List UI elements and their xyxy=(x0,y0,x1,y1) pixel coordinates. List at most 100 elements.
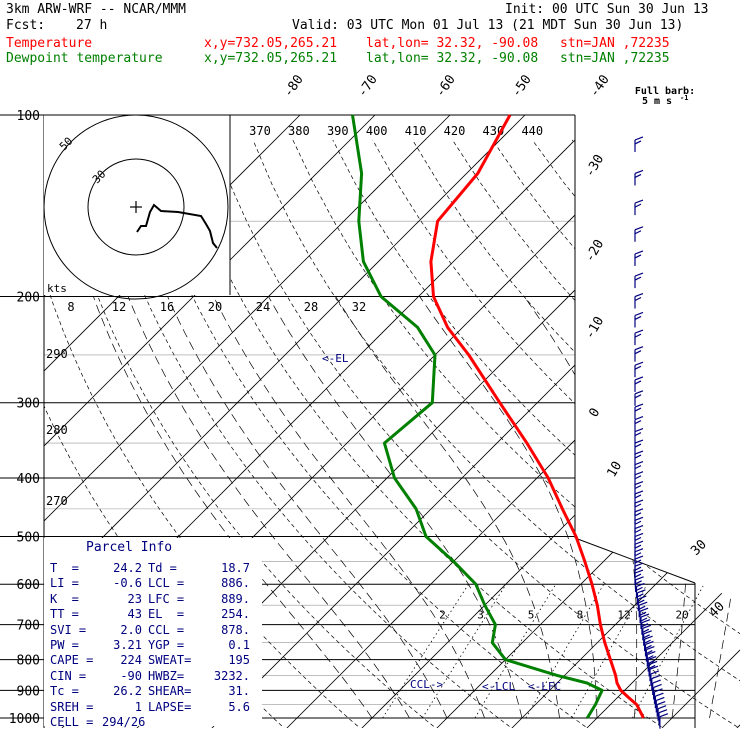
wind-barb xyxy=(634,380,642,385)
parcel-info-key: Td = xyxy=(148,561,177,575)
pressure-tick-label: 200 xyxy=(17,291,40,306)
dry-adiabat xyxy=(252,139,740,728)
parcel-info-value: 18.7 xyxy=(221,561,250,575)
wind-barb xyxy=(634,461,644,466)
wind-barb xyxy=(634,484,642,490)
valid-time: Valid: 03 UTC Mon 01 Jul 13 (21 MDT Sun … xyxy=(292,18,684,33)
wind-barb xyxy=(634,544,642,549)
wind-barb xyxy=(634,403,644,408)
dry-adiabat xyxy=(452,139,740,728)
isotherm xyxy=(583,115,740,728)
isotherm-label: -70 xyxy=(355,72,381,100)
parcel-info-row: K = 23 LFC = 889. xyxy=(50,592,260,607)
wind-barb xyxy=(646,650,653,655)
wind-barb xyxy=(634,361,644,366)
hodograph-scale-tick: 24 xyxy=(256,300,270,314)
hodograph-scale-unit: kts xyxy=(47,282,67,295)
parcel-info-key: PW = xyxy=(50,637,79,652)
wind-barb xyxy=(634,311,644,317)
wind-barb xyxy=(639,611,647,616)
parcel-info-row: SVI = 2.0 CCL = 878. xyxy=(50,623,260,638)
parcel-info-key: SREH = xyxy=(50,699,94,714)
isotherm xyxy=(208,115,740,728)
level-marker: <-LCL xyxy=(482,680,515,693)
wind-barb xyxy=(634,566,642,571)
wind-barb xyxy=(634,140,642,145)
pressure-tick-label: 800 xyxy=(17,654,40,669)
parcel-info-row: Tc = 26.2 SHEAR= 31. xyxy=(50,684,260,699)
isotherm-label: 30 xyxy=(688,537,710,559)
wind-barb xyxy=(635,580,642,585)
dry-adiabat xyxy=(611,139,740,728)
wind-barb xyxy=(634,475,642,480)
location-xy-temp: x,y=732.05,265.21 xyxy=(204,36,338,51)
isotherm xyxy=(658,115,740,728)
init-time: Init: 00 UTC Sun 30 Jun 13 xyxy=(505,2,709,17)
dry-adiabat xyxy=(292,139,740,728)
wind-barb xyxy=(634,573,642,578)
isotherm xyxy=(44,115,376,728)
mixing-ratio-line xyxy=(525,583,605,719)
mixing-ratio-line xyxy=(382,583,469,719)
wind-barb xyxy=(634,365,642,370)
dry-adiabat xyxy=(412,139,740,728)
theta-label: 370 xyxy=(249,124,271,138)
mixing-ratio-label: 2 xyxy=(439,609,446,622)
parcel-info-value: 26.2 xyxy=(113,684,142,699)
pressure-tick-label: 700 xyxy=(17,619,40,634)
wind-barb xyxy=(634,432,642,437)
pressure-tick-label: 600 xyxy=(17,578,40,593)
location-station-dew: stn=JAN ,72235 xyxy=(560,51,670,66)
theta-left-label: 290 xyxy=(46,347,68,361)
parcel-info-value: 43 xyxy=(127,607,142,622)
pressure-tick-label: 300 xyxy=(17,397,40,412)
parcel-info-row: PW = 3.21 YGP = 0.1 xyxy=(50,638,260,653)
wind-barb xyxy=(634,203,642,208)
wind-barb xyxy=(634,346,644,351)
isotherm-label: -40 xyxy=(587,72,613,100)
parcel-info-row: LI = -0.6 LCL = 886. xyxy=(50,576,260,591)
pressure-tick-label: 1000 xyxy=(9,712,40,727)
wind-barb xyxy=(634,230,642,235)
dry-adiabat xyxy=(691,139,740,728)
temperature-legend: Temperature xyxy=(6,36,93,51)
mixing-ratio-label: 8 xyxy=(577,609,584,622)
wind-barb xyxy=(638,595,647,600)
hodograph-scale-tick: 16 xyxy=(160,300,174,314)
mixing-ratio-line xyxy=(474,583,557,719)
hodograph-scale-tick: 28 xyxy=(304,300,318,314)
location-station-temp: stn=JAN ,72235 xyxy=(560,36,670,51)
parcel-info-value: 254. xyxy=(221,607,250,622)
parcel-info-row: SREH = 1 LAPSE= 5.6 xyxy=(50,700,260,715)
parcel-info-value: 23 xyxy=(127,591,142,606)
wind-barb xyxy=(634,394,642,399)
hodograph-ring-inner xyxy=(87,158,185,256)
wind-barb xyxy=(634,226,644,231)
wind-barb xyxy=(634,276,642,281)
wind-barb xyxy=(634,292,644,298)
theta-left-label: 280 xyxy=(46,423,68,437)
parcel-info-value: 31. xyxy=(228,684,250,699)
wind-barb xyxy=(634,559,642,564)
parcel-info-title: Parcel Info xyxy=(86,540,173,555)
parcel-info-key: K = xyxy=(50,591,79,606)
isotherm xyxy=(433,115,740,728)
theta-label: 420 xyxy=(444,124,466,138)
barb-key-exponent: -1 xyxy=(680,94,688,102)
pressure-tick-label: 100 xyxy=(17,109,40,124)
location-latlon-dew: lat,lon= 32.32, -90.08 xyxy=(366,51,539,66)
parcel-info-key: T = xyxy=(50,561,79,575)
wind-barb xyxy=(634,516,644,521)
wind-barb xyxy=(646,645,655,651)
parcel-info-key: SVI = xyxy=(50,622,87,637)
isotherm xyxy=(358,115,740,728)
parcel-info-key: EL = xyxy=(148,607,185,622)
parcel-info-cell-row: CELL = 294/26 xyxy=(50,715,260,730)
wind-barb xyxy=(634,376,644,381)
dry-adiabat xyxy=(212,139,740,728)
hodograph-scale-tick: 20 xyxy=(208,300,222,314)
location-xy-dew: x,y=732.05,265.21 xyxy=(204,51,338,66)
dry-adiabat xyxy=(372,139,740,728)
barb-key-value: 5 m s xyxy=(642,96,672,107)
isotherm-label: 0 xyxy=(586,406,603,420)
